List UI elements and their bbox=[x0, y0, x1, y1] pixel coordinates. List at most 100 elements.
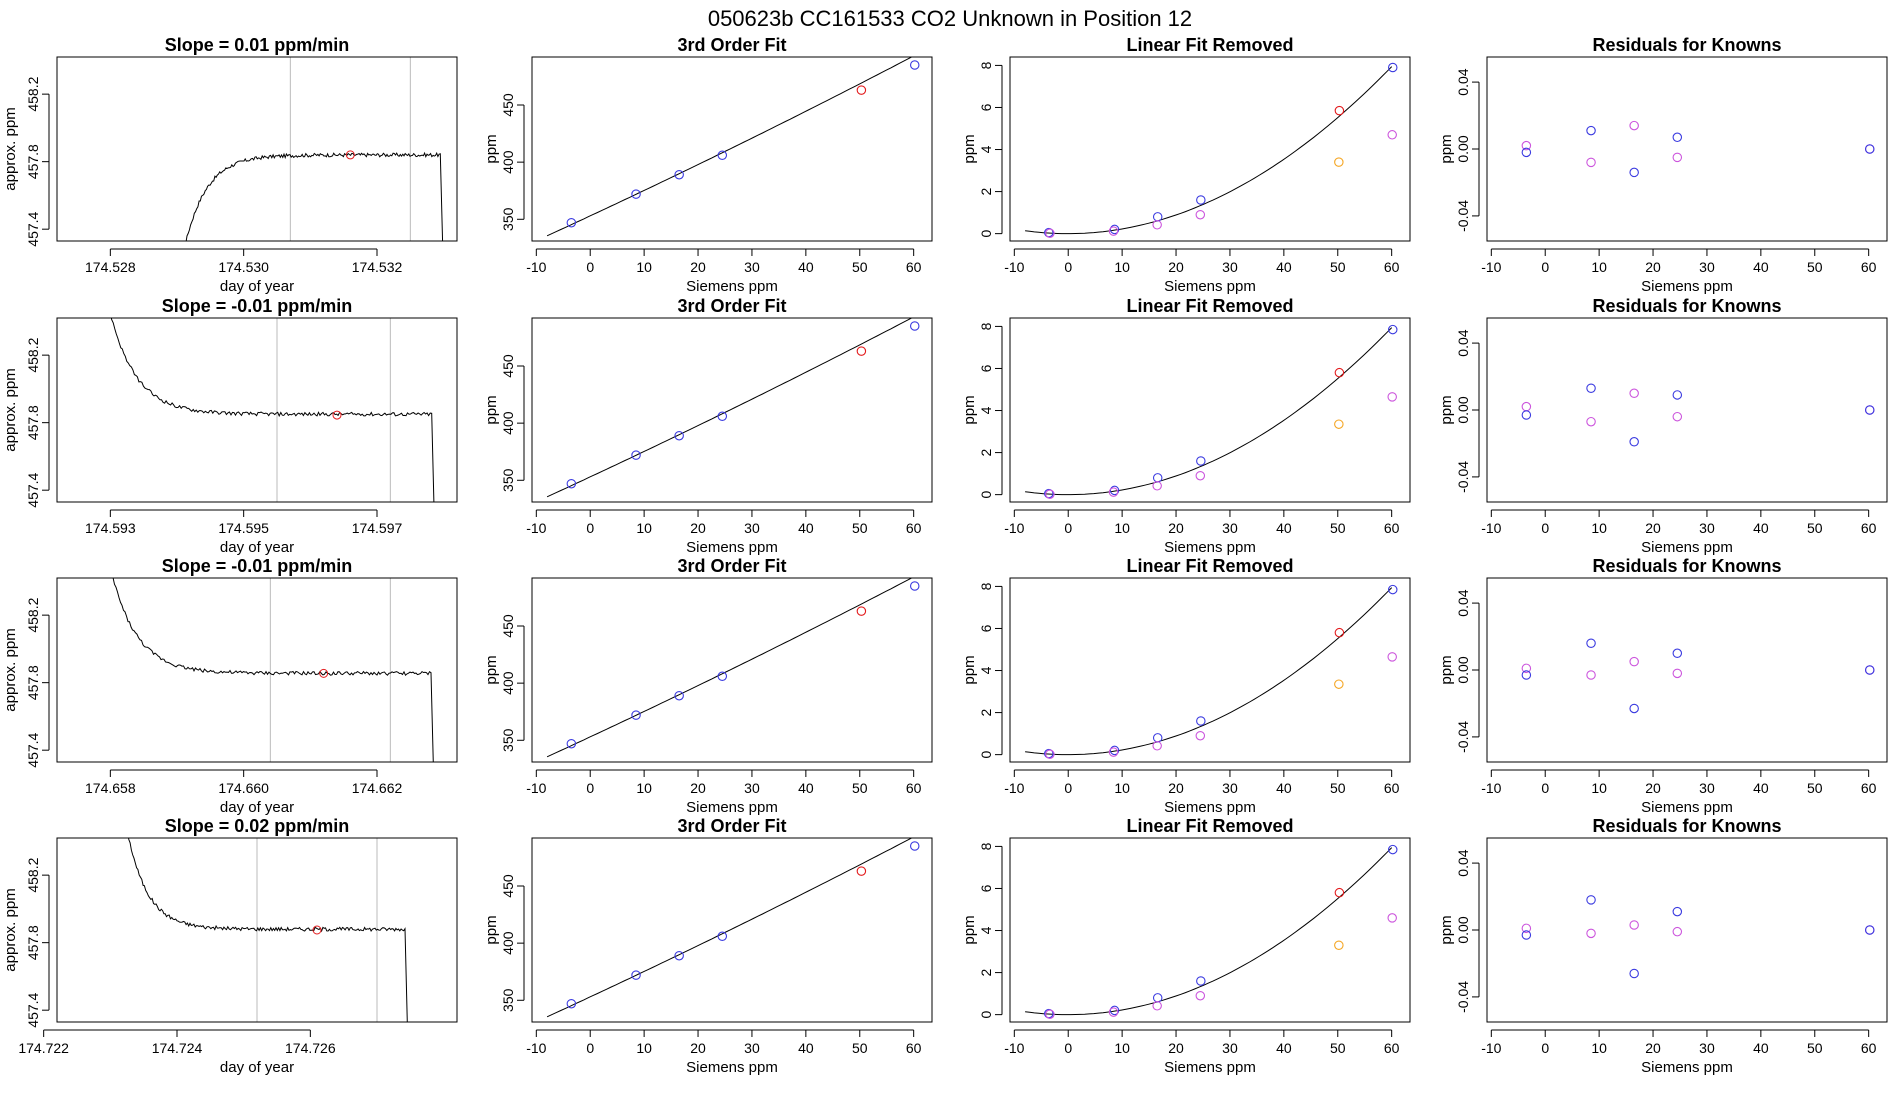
x-tick-label: 30 bbox=[744, 520, 760, 536]
panel-trace-1: Slope = 0.01 ppm/min 174.528 174.530 174.53… bbox=[2, 35, 458, 295]
data-point bbox=[1045, 489, 1055, 499]
panel-fit-1: 3rd Order Fit -10 0 10 20 30 40 50 60 Siemens ppm… bbox=[483, 35, 933, 295]
x-tick-label: 0 bbox=[1064, 1040, 1072, 1056]
fit-curve bbox=[1025, 847, 1393, 1016]
y-tick-label: -0.04 bbox=[1455, 461, 1471, 493]
data-trace bbox=[112, 578, 434, 762]
x-tick-label: 50 bbox=[1807, 1040, 1823, 1056]
data-point bbox=[1334, 940, 1344, 950]
x-tick-label: 60 bbox=[1384, 520, 1400, 536]
data-point bbox=[1152, 220, 1162, 230]
y-tick-label: 6 bbox=[978, 364, 994, 372]
data-point bbox=[1387, 130, 1397, 140]
plot-area bbox=[546, 838, 920, 1018]
x-tick-label: 0 bbox=[586, 780, 594, 796]
data-trace bbox=[128, 838, 408, 1022]
data-point bbox=[1672, 132, 1683, 143]
y-tick-label: 4 bbox=[978, 926, 994, 934]
panel-trace-3: Slope = -0.01 ppm/min 174.658 174.660 174.6… bbox=[2, 556, 458, 816]
data-point bbox=[674, 430, 684, 441]
x-tick-label: 20 bbox=[1645, 259, 1661, 275]
data-point bbox=[631, 450, 641, 460]
x-axis-label: Siemens ppm bbox=[1641, 278, 1733, 295]
y-axis-label: ppm bbox=[961, 395, 978, 424]
y-tick-label: 457.8 bbox=[25, 144, 41, 179]
x-tick-label: 10 bbox=[1591, 520, 1607, 536]
y-axis-label: ppm bbox=[1438, 134, 1455, 163]
y-tick-label: 0.00 bbox=[1455, 656, 1471, 683]
plot-area bbox=[1521, 638, 1875, 714]
data-point bbox=[1586, 125, 1596, 136]
x-tick-label: 174.726 bbox=[285, 1040, 336, 1056]
y-tick-label: 4 bbox=[978, 145, 994, 153]
x-tick-label: 60 bbox=[1384, 259, 1400, 275]
x-tick-label: 0 bbox=[1541, 780, 1549, 796]
x-tick-label: 10 bbox=[1591, 780, 1607, 796]
data-point bbox=[1586, 157, 1596, 168]
x-tick-label: 60 bbox=[906, 259, 922, 275]
data-point bbox=[1521, 140, 1532, 151]
x-tick-label: 10 bbox=[1114, 780, 1130, 796]
plot-area bbox=[1025, 584, 1398, 759]
plot-frame bbox=[1486, 317, 1888, 503]
data-point bbox=[1108, 1007, 1119, 1017]
y-tick-label: 0 bbox=[978, 751, 994, 759]
data-point bbox=[1045, 228, 1055, 238]
x-tick-label: 10 bbox=[636, 259, 652, 275]
x-tick-label: 40 bbox=[1276, 780, 1292, 796]
x-axis-label: Siemens ppm bbox=[1641, 799, 1733, 816]
y-tick-label: 400 bbox=[500, 931, 516, 955]
x-tick-label: 50 bbox=[1807, 780, 1823, 796]
data-point bbox=[1629, 703, 1639, 714]
data-point bbox=[1586, 928, 1596, 939]
data-point bbox=[1629, 167, 1639, 178]
data-point bbox=[1387, 62, 1398, 73]
x-axis-label: Siemens ppm bbox=[686, 539, 778, 556]
y-axis-label: ppm bbox=[483, 395, 500, 424]
panel-linres-2: Linear Fit Removed-10 0 10 20 30 40 50 60Siemen… bbox=[961, 296, 1411, 556]
y-axis-label: ppm bbox=[961, 915, 978, 944]
y-tick-label: 0.04 bbox=[1455, 589, 1471, 616]
data-point bbox=[566, 217, 577, 228]
x-tick-label: 174.597 bbox=[352, 520, 403, 536]
plot-frame bbox=[1009, 317, 1411, 503]
x-tick-label: 0 bbox=[586, 259, 594, 275]
x-tick-label: 40 bbox=[1276, 259, 1292, 275]
x-tick-label: 20 bbox=[1645, 520, 1661, 536]
y-tick-label: 0.00 bbox=[1455, 135, 1471, 162]
plot-area bbox=[1521, 895, 1875, 979]
data-point bbox=[1521, 410, 1532, 420]
x-tick-label: 10 bbox=[1114, 520, 1130, 536]
panel-title: Residuals for Knowns bbox=[1592, 35, 1781, 55]
x-tick-label: 10 bbox=[636, 1040, 652, 1056]
x-tick-label: 50 bbox=[852, 520, 868, 536]
fit-curve bbox=[1025, 587, 1393, 756]
y-tick-label: 400 bbox=[500, 411, 516, 435]
data-point bbox=[1864, 665, 1875, 675]
data-point bbox=[1672, 668, 1683, 679]
x-tick-label: 60 bbox=[1861, 1040, 1877, 1056]
x-tick-label: 10 bbox=[1591, 1040, 1607, 1056]
x-tick-label: 40 bbox=[798, 259, 814, 275]
data-point bbox=[1672, 648, 1683, 659]
x-tick-label: 50 bbox=[852, 1040, 868, 1056]
fit-curve bbox=[546, 318, 913, 498]
x-tick-label: 20 bbox=[1645, 780, 1661, 796]
x-tick-label: 0 bbox=[1541, 520, 1549, 536]
x-tick-label: 174.722 bbox=[18, 1040, 69, 1056]
x-tick-label: 50 bbox=[1330, 520, 1346, 536]
x-tick-label: 60 bbox=[906, 780, 922, 796]
data-point bbox=[1672, 390, 1683, 400]
x-tick-label: -10 bbox=[526, 780, 546, 796]
data-point bbox=[566, 998, 577, 1009]
panel-fit-4: 3rd Order Fit -10 0 10 20 30 40 50 60 Siemens ppm… bbox=[483, 816, 933, 1076]
mean-marker bbox=[345, 150, 355, 160]
y-tick-label: 8 bbox=[978, 322, 994, 330]
y-tick-label: 0 bbox=[978, 1011, 994, 1019]
x-tick-label: 0 bbox=[586, 520, 594, 536]
plot-area bbox=[185, 57, 444, 241]
data-point bbox=[717, 150, 728, 161]
mean-marker bbox=[319, 668, 329, 678]
y-tick-label: 8 bbox=[978, 842, 994, 850]
mean-marker bbox=[312, 925, 322, 935]
